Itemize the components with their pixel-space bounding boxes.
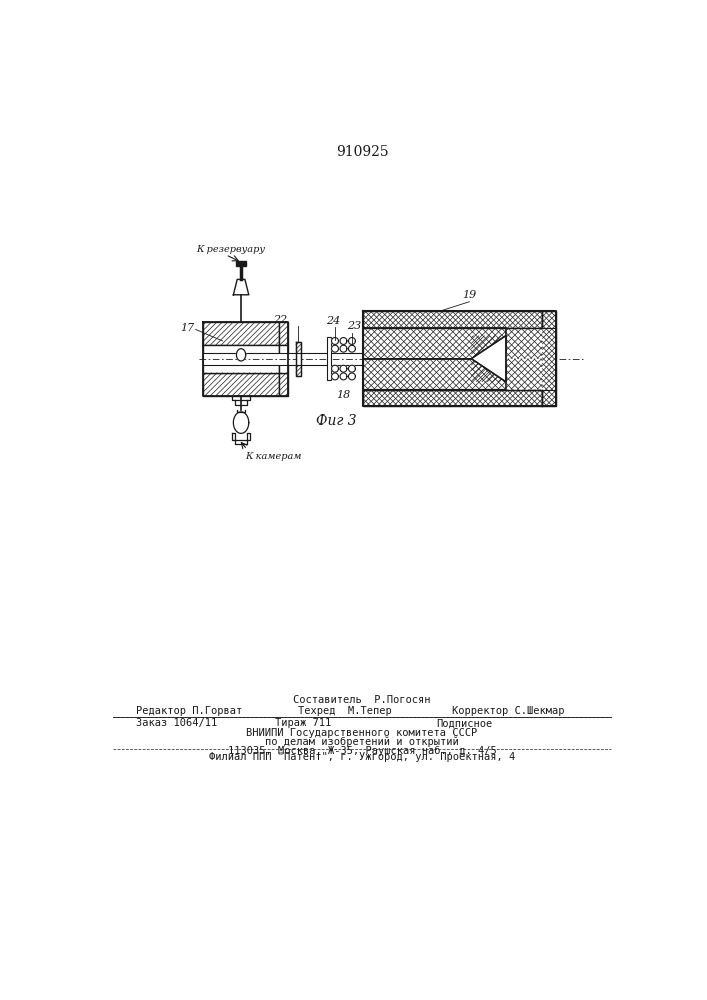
Text: Редактор П.Горват: Редактор П.Горват (136, 706, 243, 716)
Polygon shape (236, 349, 246, 361)
Text: Подписное: Подписное (437, 718, 493, 728)
Text: 18: 18 (337, 390, 351, 400)
Bar (363, 389, 542, 406)
Bar (279, 373, 288, 396)
Text: 24: 24 (325, 316, 340, 326)
Bar (472, 336, 506, 382)
Bar (204, 345, 279, 373)
Polygon shape (332, 338, 339, 344)
Polygon shape (236, 261, 246, 266)
Bar (363, 328, 542, 359)
Bar (363, 328, 542, 359)
Bar (204, 353, 371, 365)
Bar (542, 311, 556, 406)
Polygon shape (349, 338, 356, 344)
Text: по делам изобретений и открытий: по делам изобретений и открытий (265, 737, 459, 747)
Polygon shape (349, 373, 356, 380)
Bar (296, 342, 301, 353)
Polygon shape (233, 412, 249, 433)
Bar (279, 322, 288, 345)
Bar (542, 328, 556, 389)
Polygon shape (340, 338, 347, 344)
Text: Филиал ППП "Патент", г. Ужгород, ул. Проектная, 4: Филиал ППП "Патент", г. Ужгород, ул. Про… (209, 752, 515, 762)
Polygon shape (332, 373, 339, 380)
Polygon shape (349, 365, 356, 372)
Bar (327, 337, 331, 380)
Bar (542, 311, 556, 406)
Text: 22: 22 (273, 315, 288, 325)
Polygon shape (363, 328, 506, 359)
Text: 19: 19 (462, 290, 477, 300)
Polygon shape (332, 365, 339, 372)
Text: 23: 23 (347, 321, 361, 331)
Bar (363, 311, 542, 328)
Polygon shape (233, 279, 249, 295)
Text: Составитель  Р.Погосян: Составитель Р.Погосян (293, 695, 431, 705)
Bar (204, 322, 279, 345)
Text: Тираж 711: Тираж 711 (275, 718, 331, 728)
Polygon shape (340, 345, 347, 352)
Text: 17: 17 (180, 323, 194, 333)
Bar (296, 353, 301, 365)
Polygon shape (472, 336, 506, 382)
Bar (204, 373, 279, 396)
Polygon shape (332, 345, 339, 352)
Text: 910925: 910925 (336, 145, 388, 159)
Bar (363, 359, 542, 389)
Text: К камерам: К камерам (245, 452, 301, 461)
Polygon shape (349, 345, 356, 352)
Text: Техред  М.Тепер: Техред М.Тепер (298, 706, 392, 716)
Text: Заказ 1064/11: Заказ 1064/11 (136, 718, 218, 728)
Bar (279, 345, 288, 373)
Text: ВНИИПИ Государственного комитета СССР: ВНИИПИ Государственного комитета СССР (246, 728, 477, 738)
Bar (363, 328, 542, 389)
Bar (296, 365, 301, 376)
Text: К резервуару: К резервуару (197, 245, 265, 254)
Text: Фиг 3: Фиг 3 (316, 414, 357, 428)
Polygon shape (340, 373, 347, 380)
Bar (363, 311, 542, 328)
Polygon shape (340, 365, 347, 372)
Bar (363, 389, 542, 406)
Text: Корректор С.Шекмар: Корректор С.Шекмар (452, 706, 565, 716)
Text: 113035, Москва, Ж-35, Раушская наб., д. 4/5: 113035, Москва, Ж-35, Раушская наб., д. … (228, 746, 496, 756)
Bar (363, 359, 542, 389)
Polygon shape (363, 359, 506, 389)
